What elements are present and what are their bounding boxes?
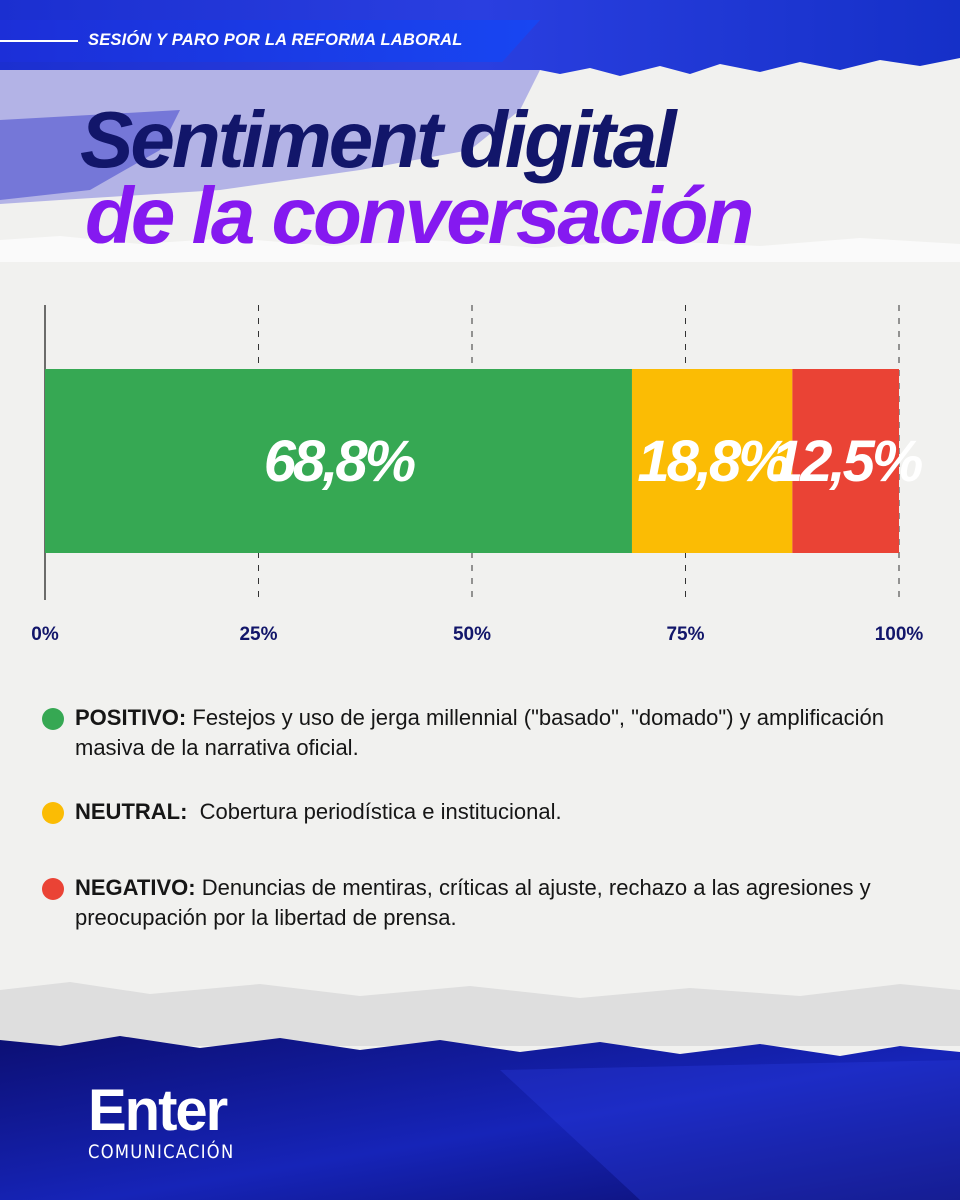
brand-logo: Enter COMUNICACIÓN	[88, 1078, 258, 1164]
x-tick-label: 75%	[666, 624, 704, 645]
legend-label-positivo: POSITIVO:	[75, 705, 187, 730]
data-label-neutral: 18,8%	[637, 429, 788, 494]
header-tag: SESIÓN Y PARO POR LA REFORMA LABORAL	[88, 31, 463, 49]
bar-segment-neutral	[631, 369, 793, 553]
legend-label-negativo: NEGATIVO:	[75, 875, 196, 900]
legend-dot-neutral	[42, 802, 64, 824]
data-label-negativo: 12,5%	[771, 429, 922, 494]
legend-description: POSITIVO: Festejos y uso de jerga millen…	[75, 703, 922, 763]
legend-text-positivo: Festejos y uso de jerga millennial ("bas…	[75, 705, 884, 760]
legend-text-negativo: Denuncias de mentiras, críticas al ajust…	[75, 875, 871, 930]
x-tick-label: 50%	[453, 624, 491, 645]
title-line-2: de la conversación	[85, 171, 754, 260]
legend-label-neutral: NEUTRAL:	[75, 799, 188, 824]
bar-segment-positivo	[45, 369, 632, 553]
legend-description: NEUTRAL: Cobertura periodística e instit…	[75, 797, 922, 827]
logo-subtitle: COMUNICACIÓN	[88, 1141, 235, 1163]
legend-item-positivo: POSITIVO: Festejos y uso de jerga millen…	[42, 703, 922, 763]
legend-item-negativo: NEGATIVO: Denuncias de mentiras, crítica…	[42, 873, 922, 933]
x-tick-label: 25%	[239, 624, 277, 645]
data-label-positivo: 68,8%	[264, 429, 415, 494]
title-line-1: Sentiment digital	[80, 95, 676, 184]
header-banner: SESIÓN Y PARO POR LA REFORMA LABORAL	[0, 20, 540, 62]
logo-wordmark: Enter	[88, 1078, 228, 1143]
legend-dot-negativo	[42, 878, 64, 900]
legend-item-neutral: NEUTRAL: Cobertura periodística e instit…	[42, 797, 922, 827]
x-tick-label: 0%	[31, 624, 59, 645]
x-tick-label: 100%	[875, 624, 924, 645]
sentiment-stacked-bar-chart: 68,8% 18,8%12,5% 0% 25% 50% 75% 100%	[31, 305, 925, 645]
bar-segment-negativo	[792, 369, 899, 553]
header-accent-line	[0, 40, 78, 42]
legend-dot-positivo	[42, 708, 64, 730]
legend-text-neutral: Cobertura periodística e institucional.	[199, 799, 562, 824]
legend-description: NEGATIVO: Denuncias de mentiras, crítica…	[75, 873, 922, 933]
